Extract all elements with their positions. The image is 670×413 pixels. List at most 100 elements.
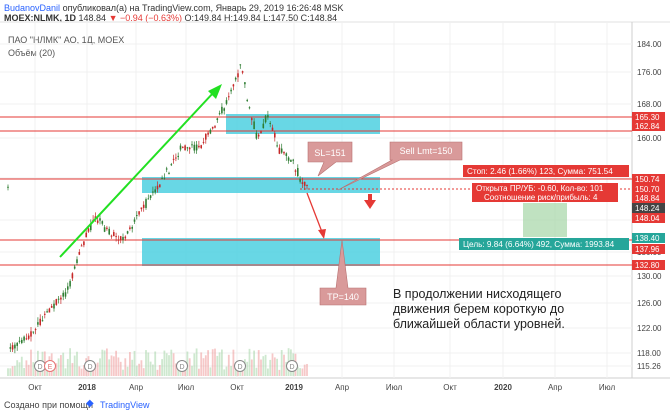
event-marker-icon[interactable] xyxy=(84,360,96,372)
event-marker-icon[interactable] xyxy=(234,360,246,372)
candle-body xyxy=(211,126,214,129)
volume-bar xyxy=(255,367,258,376)
candle-body xyxy=(55,299,58,305)
volume-bar xyxy=(165,353,168,376)
symbol-line: MOEX:NLMK, 1D 148.84 ▼ −0.94 (−0.63%) O:… xyxy=(4,13,337,23)
event-marker-icon[interactable] xyxy=(44,360,56,372)
volume-bar xyxy=(140,360,143,376)
volume-bar xyxy=(198,368,200,376)
candle-body xyxy=(269,123,271,125)
candle-body xyxy=(156,185,159,190)
volume-bar xyxy=(32,362,35,376)
candle-body xyxy=(46,311,48,313)
candle-body xyxy=(223,108,225,111)
candle-body xyxy=(106,227,108,230)
candle-body xyxy=(34,329,37,331)
volume-bar xyxy=(66,358,69,376)
candle-body xyxy=(85,232,87,238)
volume-bar xyxy=(18,362,21,376)
volume-bar xyxy=(306,363,308,376)
event-marker-label: E xyxy=(48,364,53,371)
volume-bar xyxy=(112,356,115,376)
volume-bar xyxy=(154,351,157,376)
volume-bar xyxy=(278,369,281,376)
candle-body xyxy=(175,157,177,159)
candle-body xyxy=(267,115,269,118)
open-pl-text: Открыта ПР/УБ: -0.60, Кол-во: 101 xyxy=(476,184,604,193)
annotation-text: В продолжении нисходящего движения берем… xyxy=(393,287,565,332)
volume-bar xyxy=(221,349,223,376)
candle-body xyxy=(186,147,189,149)
volume-bar xyxy=(69,348,71,376)
stop-text: Стоп: 2.46 (1.66%) 123, Сумма: 751.54 xyxy=(467,167,613,176)
volume-bar xyxy=(99,358,101,376)
volume-bar xyxy=(20,356,23,376)
candle-body xyxy=(50,306,53,308)
candle-body xyxy=(138,211,140,215)
candle-body xyxy=(149,195,152,198)
candle-body xyxy=(147,198,150,200)
volume-bar xyxy=(55,363,58,376)
price-tick: 118.00 xyxy=(637,349,661,358)
candlesticks xyxy=(7,64,308,354)
volume-bar xyxy=(131,359,134,376)
candle-body xyxy=(80,245,83,247)
candle-body xyxy=(78,251,81,255)
tp-callout xyxy=(319,239,367,306)
time-axis[interactable]: Окт 2018 Апр Июл Окт 2019 Апр Июл Окт 2020 Апр Июл xyxy=(28,383,615,392)
candle-body xyxy=(225,100,228,104)
candle-body xyxy=(119,236,122,240)
event-marker-label: D xyxy=(237,364,242,371)
candle-body xyxy=(209,129,212,134)
volume-bar xyxy=(260,359,262,376)
price-tag xyxy=(632,112,665,122)
price-tick: 160.00 xyxy=(637,134,662,143)
author-link[interactable]: BudanovDanil xyxy=(4,3,61,13)
volume-bar xyxy=(264,354,267,376)
footer-brand[interactable]: TradingView xyxy=(100,400,150,410)
volume-bar xyxy=(152,364,154,376)
volume-bar xyxy=(230,365,232,376)
volume-bar xyxy=(239,369,242,376)
downmove-line xyxy=(306,192,323,233)
volume-bar xyxy=(124,358,127,376)
event-marker-icon[interactable] xyxy=(176,360,188,372)
price-tick: 115.26 xyxy=(637,362,661,371)
volume-bar xyxy=(23,368,25,376)
candle-body xyxy=(53,303,55,309)
ratio-text: Соотношение риск/прибыль: 4 xyxy=(484,193,598,202)
volume-bar xyxy=(184,366,186,376)
time-tick: Апр xyxy=(548,383,563,392)
candle-body xyxy=(214,126,216,128)
candle-body xyxy=(200,145,202,149)
tradingview-logo-icon[interactable]: ◆ xyxy=(86,398,94,409)
event-marker-icon[interactable] xyxy=(286,360,298,372)
volume-bar xyxy=(108,359,111,376)
price-tag xyxy=(632,203,665,213)
candle-body xyxy=(7,186,9,188)
volume-bar xyxy=(103,350,106,376)
price-chart[interactable]: SL=151 Sell Lmt=150 TP=140 Стоп: 2.46 (1… xyxy=(0,0,670,396)
candle-body xyxy=(30,331,32,337)
volume-bar xyxy=(303,364,306,376)
price-tag-label: 148.84 xyxy=(635,194,660,203)
candle-body xyxy=(299,178,301,182)
volume-bar xyxy=(237,369,239,376)
candle-body xyxy=(108,228,110,235)
candle-body xyxy=(44,313,46,315)
volume-bar xyxy=(202,358,205,376)
time-tick: 2018 xyxy=(78,383,96,392)
publish-line: BudanovDanil опубликовал(а) на TradingVi… xyxy=(4,3,343,13)
volume-bar xyxy=(138,363,140,376)
price-tag xyxy=(632,213,665,223)
volume-bar xyxy=(223,369,226,376)
candle-body xyxy=(285,153,288,156)
volume-bar xyxy=(117,357,120,376)
candle-body xyxy=(264,115,267,123)
candle-body xyxy=(32,331,35,333)
volume-bar xyxy=(147,352,150,376)
volume-bar xyxy=(101,349,104,376)
price-tag-label: 150.74 xyxy=(635,175,660,184)
volume-bar xyxy=(115,350,117,376)
